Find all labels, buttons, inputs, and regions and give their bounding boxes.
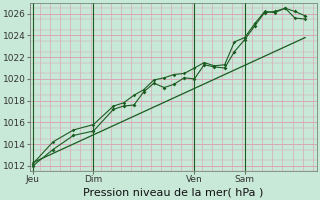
X-axis label: Pression niveau de la mer( hPa ): Pression niveau de la mer( hPa ) [84, 187, 264, 197]
